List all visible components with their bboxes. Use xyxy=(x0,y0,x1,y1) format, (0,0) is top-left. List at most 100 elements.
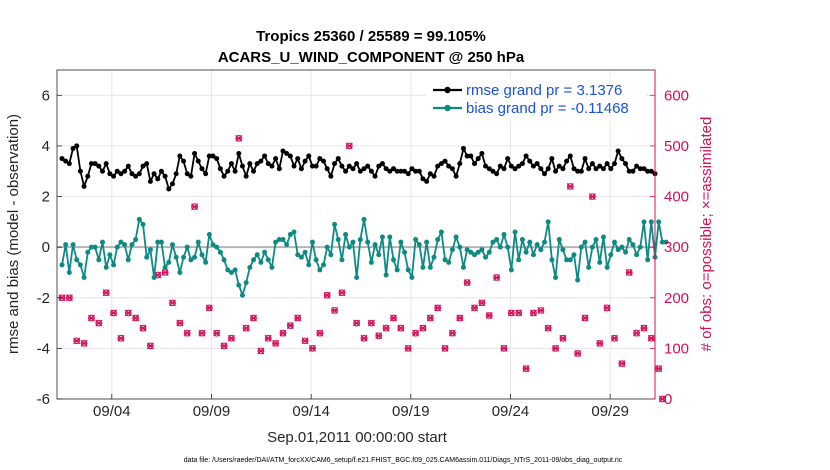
obs-count-point-92 xyxy=(397,324,405,332)
rmse-point-62 xyxy=(287,153,293,159)
bias-point-154 xyxy=(626,237,632,243)
rmse-point-160 xyxy=(648,168,654,174)
bias-point-44 xyxy=(221,257,227,263)
bias-point-55 xyxy=(262,249,268,255)
bias-point-59 xyxy=(276,237,282,243)
rmse-point-157 xyxy=(637,166,643,172)
obs-count-point-108 xyxy=(456,314,464,322)
bias-point-75 xyxy=(335,237,341,243)
rmse-point-136 xyxy=(560,166,566,172)
rmse-point-58 xyxy=(273,156,279,162)
x-tick-label-3: 09/19 xyxy=(392,403,430,420)
rmse-point-133 xyxy=(549,156,555,162)
rmse-point-21 xyxy=(136,171,142,177)
rmse-point-60 xyxy=(280,148,286,154)
rmse-point-57 xyxy=(269,163,275,169)
rmse-point-130 xyxy=(538,166,544,172)
bias-point-86 xyxy=(376,252,382,258)
rmse-point-97 xyxy=(416,168,422,174)
rmse-point-9 xyxy=(92,161,98,167)
obs-count-point-16 xyxy=(117,334,125,342)
bias-point-60 xyxy=(280,237,286,243)
rmse-point-26 xyxy=(155,176,161,182)
rmse-point-63 xyxy=(291,163,297,169)
rmse-point-107 xyxy=(453,173,459,179)
rmse-point-105 xyxy=(446,163,452,169)
rmse-point-147 xyxy=(600,166,606,172)
rmse-point-153 xyxy=(623,161,629,167)
rmse-point-134 xyxy=(553,168,559,174)
obs-count-point-2 xyxy=(65,294,73,302)
rmse-point-29 xyxy=(166,186,172,192)
bias-point-90 xyxy=(390,257,396,263)
rmse-point-119 xyxy=(497,163,503,169)
obs-count-point-162 xyxy=(655,365,663,373)
obs-count-point-116 xyxy=(485,312,493,319)
rmse-point-45 xyxy=(225,168,231,174)
rmse-point-94 xyxy=(405,171,411,177)
rmse-point-159 xyxy=(645,168,651,174)
rmse-point-53 xyxy=(254,161,260,167)
rmse-point-31 xyxy=(173,171,179,177)
bias-point-96 xyxy=(413,237,419,243)
rmse-point-27 xyxy=(158,168,164,174)
rmse-point-114 xyxy=(479,151,485,157)
obs-count-point-100 xyxy=(426,314,434,322)
bias-point-159 xyxy=(645,257,651,263)
rmse-point-148 xyxy=(604,161,610,167)
left-y-tick-label-3: 0 xyxy=(42,239,50,256)
rmse-point-56 xyxy=(265,161,271,167)
left-y-tick-label-2: -2 xyxy=(37,290,50,307)
obs-count-point-32 xyxy=(176,319,184,327)
bias-point-98 xyxy=(420,264,426,270)
obs-count-point-44 xyxy=(220,342,228,350)
bias-point-67 xyxy=(306,262,312,268)
bias-point-126 xyxy=(523,249,529,255)
rmse-point-24 xyxy=(147,178,153,184)
obs-count-point-84 xyxy=(367,319,375,327)
x-tick-label-1: 09/09 xyxy=(193,403,231,420)
left-y-tick-label-4: 2 xyxy=(42,189,50,206)
obs-count-point-132 xyxy=(544,324,552,332)
left-y-tick-label-0: -6 xyxy=(37,391,50,408)
obs-count-point-48 xyxy=(235,134,243,142)
bias-point-147 xyxy=(600,234,606,240)
bias-point-82 xyxy=(361,216,367,222)
bias-point-155 xyxy=(630,242,636,248)
rmse-point-38 xyxy=(199,166,205,172)
bias-point-162 xyxy=(656,219,662,225)
bias-point-141 xyxy=(578,244,584,250)
bias-point-120 xyxy=(501,232,507,237)
bias-point-29 xyxy=(166,259,172,265)
bias-point-114 xyxy=(479,247,485,253)
bias-point-51 xyxy=(247,264,253,270)
bias-point-30 xyxy=(169,242,175,248)
obs-count-point-94 xyxy=(404,344,412,352)
legend: rmse grand pr = 3.1376 bias grand pr = -… xyxy=(426,78,646,121)
bias-point-19 xyxy=(129,242,135,248)
rmse-point-98 xyxy=(420,176,426,182)
rmse-point-4 xyxy=(74,143,80,149)
obs-count-point-130 xyxy=(537,306,545,314)
rmse-point-124 xyxy=(516,163,522,169)
obs-count-point-42 xyxy=(213,329,221,337)
bias-point-58 xyxy=(273,239,279,245)
obs-count-point-62 xyxy=(286,322,294,330)
rmse-point-129 xyxy=(534,161,540,167)
bias-point-119 xyxy=(497,244,503,250)
obs-count-point-68 xyxy=(308,344,316,352)
bias-point-64 xyxy=(295,252,301,258)
bias-point-77 xyxy=(343,232,349,237)
rmse-point-16 xyxy=(118,171,124,177)
rmse-point-113 xyxy=(475,156,481,162)
rmse-point-115 xyxy=(483,163,489,169)
rmse-point-71 xyxy=(321,158,326,164)
rmse-point-127 xyxy=(527,158,533,164)
obs-count-point-52 xyxy=(250,314,257,322)
bias-point-23 xyxy=(144,254,150,260)
bias-point-38 xyxy=(199,252,205,258)
obs-count-point-38 xyxy=(198,329,206,337)
rmse-point-118 xyxy=(494,171,500,177)
obs-count-point-142 xyxy=(581,314,589,322)
rmse-point-75 xyxy=(335,156,341,162)
